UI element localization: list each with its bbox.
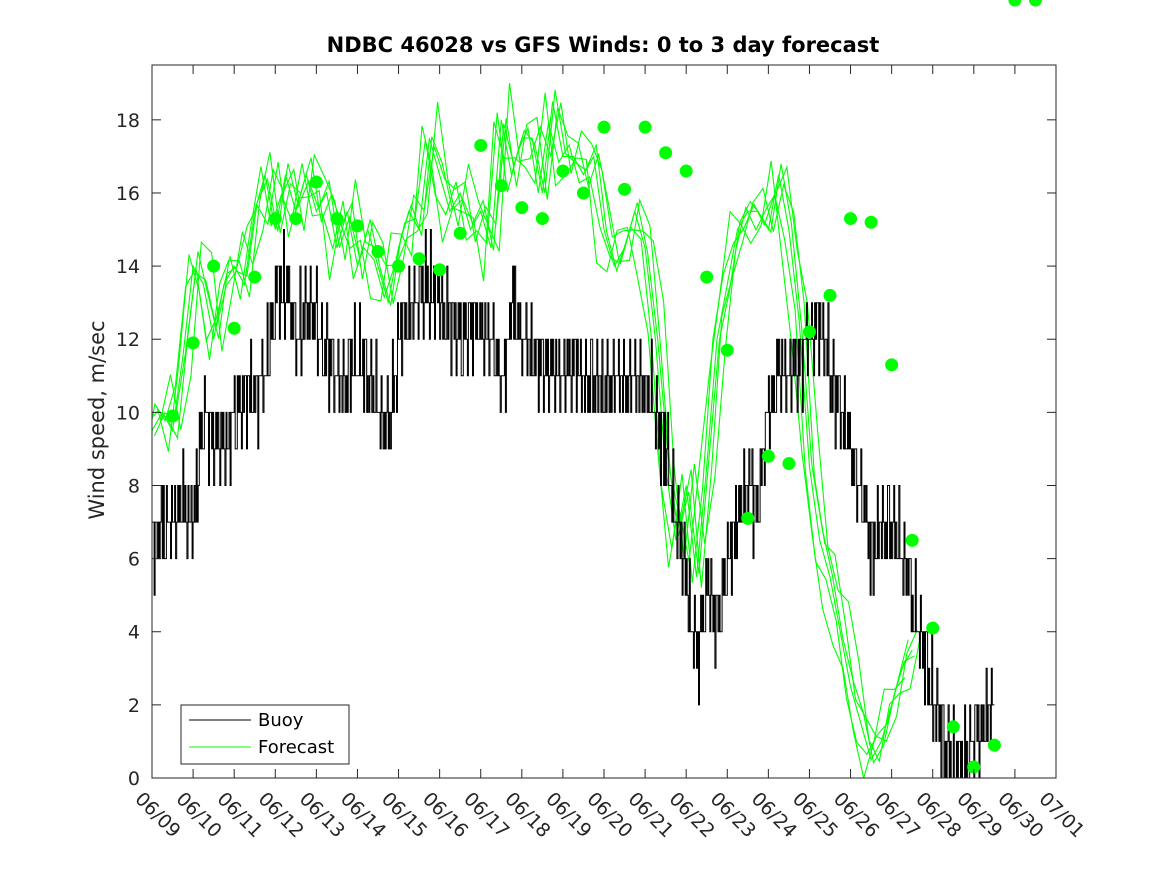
forecast-marker [967, 760, 981, 774]
y-tick-label: 10 [116, 402, 140, 424]
forecast-line [159, 83, 921, 764]
forecast-marker [576, 186, 590, 200]
chart-title: NDBC 46028 vs GFS Winds: 0 to 3 day fore… [327, 33, 880, 57]
x-tick-label: 06/09 [130, 788, 184, 842]
x-tick-label: 07/01 [1034, 788, 1088, 842]
x-tick-label: 06/29 [952, 788, 1006, 842]
forecast-marker [535, 212, 549, 226]
x-tick-label: 06/16 [418, 788, 472, 842]
forecast-marker [638, 120, 652, 134]
forecast-marker [987, 738, 1001, 752]
forecast-marker [494, 179, 508, 193]
forecast-marker [268, 212, 282, 226]
forecast-marker [741, 511, 755, 525]
x-tick-label: 06/15 [377, 788, 431, 842]
x-tick-label: 06/26 [829, 788, 883, 842]
y-tick-label: 16 [116, 183, 140, 205]
forecast-marker [289, 212, 303, 226]
x-tick-label: 06/11 [213, 788, 267, 842]
forecast-marker [515, 201, 529, 215]
forecast-marker [309, 175, 323, 189]
legend-box [180, 704, 350, 765]
forecast-markers [166, 0, 1042, 774]
x-tick-label: 06/19 [541, 788, 595, 842]
x-tick-label: 06/28 [911, 788, 965, 842]
forecast-marker [433, 263, 447, 277]
forecast-marker [330, 212, 344, 226]
forecast-marker [453, 226, 467, 240]
y-tick-label: 12 [116, 329, 140, 351]
y-tick-label: 0 [128, 768, 140, 790]
x-tick-label: 06/12 [254, 788, 308, 842]
forecast-marker [556, 164, 570, 178]
forecast-marker [166, 409, 180, 423]
forecast-line [152, 101, 913, 762]
forecast-marker [350, 219, 364, 233]
x-tick-label: 06/24 [747, 788, 801, 842]
forecast-marker [597, 120, 611, 134]
series-layer [152, 83, 995, 778]
forecast-line [156, 107, 918, 742]
forecast-marker [412, 252, 426, 266]
forecast-marker [844, 212, 858, 226]
forecast-marker [802, 325, 816, 339]
y-tick-label: 4 [128, 622, 140, 644]
x-tick-label: 06/23 [706, 788, 760, 842]
y-axis: 0 2 4 6 8 10 12 14 16 18 [116, 110, 1056, 790]
forecast-marker [371, 244, 385, 258]
y-tick-label: 14 [116, 256, 140, 278]
forecast-marker [864, 215, 878, 229]
forecast-marker [474, 138, 488, 152]
x-tick-label: 06/21 [624, 788, 678, 842]
forecast-marker [1008, 0, 1022, 7]
forecast-marker [885, 358, 899, 372]
forecast-marker [227, 321, 241, 335]
x-tick-label: 06/13 [295, 788, 349, 842]
x-tick-label: 06/17 [459, 788, 513, 842]
buoy-line [152, 229, 995, 778]
legend-forecast-label: Forecast [258, 737, 334, 758]
forecast-marker [761, 449, 775, 463]
x-tick-label: 06/30 [993, 788, 1047, 842]
plot-frame [151, 64, 1057, 779]
forecast-marker [782, 457, 796, 471]
forecast-marker [926, 621, 940, 635]
x-tick-label: 06/27 [870, 788, 924, 842]
forecast-marker [700, 270, 714, 284]
legend-buoy-label: Buoy [258, 710, 304, 731]
forecast-marker [618, 182, 632, 196]
x-tick-label: 06/14 [336, 788, 390, 842]
y-tick-label: 6 [128, 549, 140, 571]
y-tick-label: 2 [128, 695, 140, 717]
y-tick-label: 8 [128, 475, 140, 497]
x-tick-label: 06/25 [788, 788, 842, 842]
forecast-marker [659, 146, 673, 160]
y-tick-label: 18 [116, 110, 140, 132]
x-tick-label: 06/20 [582, 788, 636, 842]
forecast-marker [823, 288, 837, 302]
legend: Buoy Forecast [180, 704, 350, 765]
forecast-marker [207, 259, 221, 273]
forecast-marker [946, 720, 960, 734]
forecast-line [153, 89, 915, 765]
y-axis-label: Wind speed, m/sec [85, 320, 109, 519]
forecast-marker [248, 270, 262, 284]
forecast-marker [720, 343, 734, 357]
x-tick-label: 06/22 [665, 788, 719, 842]
x-tick-label: 06/10 [172, 788, 226, 842]
forecast-marker [1028, 0, 1042, 7]
forecast-line [152, 92, 906, 778]
forecast-marker [905, 533, 919, 547]
forecast-marker [679, 164, 693, 178]
x-tick-label: 06/18 [500, 788, 554, 842]
forecast-marker [186, 336, 200, 350]
forecast-marker [392, 259, 406, 273]
